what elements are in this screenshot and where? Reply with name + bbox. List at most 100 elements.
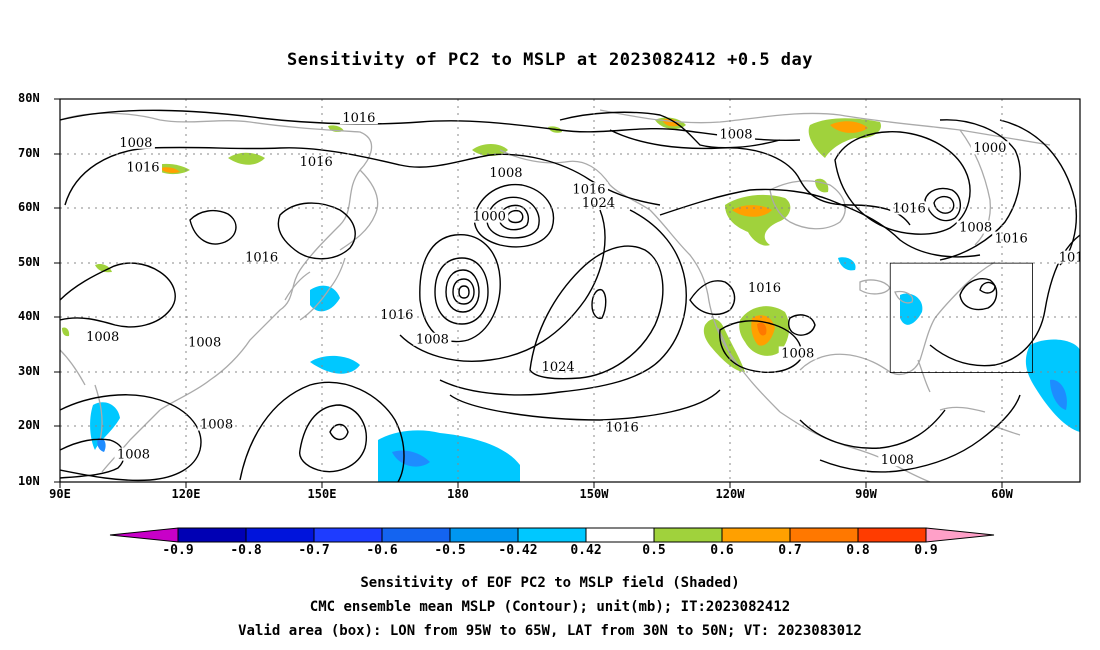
lon-label-90e: 90E	[49, 487, 71, 501]
mslp-contour-line	[60, 394, 202, 482]
mslp-contour-line	[277, 202, 356, 260]
shade-negative-patch	[378, 430, 520, 482]
lon-label-60w: 60W	[991, 487, 1013, 501]
lat-label-20n: 20N	[18, 418, 40, 432]
contour-label: 1008	[489, 166, 522, 181]
shade-negative-patch	[90, 402, 120, 450]
contour-label-bg	[486, 165, 525, 179]
caption-shaded: Sensitivity of EOF PC2 to MSLP field (Sh…	[360, 575, 740, 591]
mslp-contour-line	[449, 389, 721, 421]
contour-label: 1016	[380, 308, 413, 323]
colorbar-cell	[789, 527, 859, 543]
coastline-florida	[917, 359, 931, 393]
mslp-contour-line	[434, 257, 489, 325]
contour-label: 1016	[245, 251, 278, 266]
contour-label: 1016	[126, 160, 159, 175]
contour-label-bg	[339, 111, 378, 125]
mslp-contour-line	[659, 188, 981, 258]
mslp-contour-line	[979, 281, 996, 294]
contour-label-bg	[992, 231, 1031, 245]
coastline-mexico-central	[779, 411, 931, 482]
colorbar-cell	[449, 527, 519, 543]
contour-label: 1016	[1059, 251, 1092, 266]
map-frame	[59, 98, 1081, 483]
shade-positive-patch	[62, 327, 70, 337]
contour-label: 1008	[959, 221, 992, 236]
contour-label-bg	[878, 453, 917, 467]
contour-label-bg	[297, 154, 336, 168]
contour-label-bg	[197, 417, 236, 431]
contour-label: 1016	[893, 201, 926, 216]
contour-label-bg	[717, 127, 756, 141]
lon-label-120e: 120E	[171, 487, 201, 501]
lat-label-60n: 60N	[18, 200, 40, 214]
mslp-contour-line	[719, 320, 802, 373]
contour-label: 1016	[342, 111, 375, 126]
coastline-india	[60, 349, 86, 386]
shade-positive-patch	[228, 152, 265, 165]
mslp-contour-line	[591, 288, 607, 320]
colorbar-cell	[245, 527, 315, 543]
contour-label-bg	[778, 346, 817, 360]
contour-label-bg	[745, 280, 784, 294]
mslp-contour-line	[933, 195, 955, 214]
colorbar-cell	[585, 527, 655, 543]
colorbar-cell	[721, 527, 791, 543]
mslp-contour-line	[924, 187, 961, 222]
lat-label-40n: 40N	[18, 309, 40, 323]
colorbar-end-left	[109, 527, 179, 543]
colorbar-tick-label: 0.42	[570, 543, 602, 558]
colorbar-tick-label: -0.7	[298, 543, 330, 558]
mslp-contour-line	[239, 381, 405, 482]
colorbar-tick-label: 0.7	[778, 543, 802, 558]
mslp-contour-line	[399, 209, 606, 362]
contour-label-bg	[185, 335, 224, 349]
valid-area-box	[889, 262, 1033, 373]
lon-label-180: 180	[447, 487, 469, 501]
mslp-contour-line	[559, 111, 781, 149]
contour-label: 1008	[188, 335, 221, 350]
mslp-contour-layer	[60, 109, 1080, 482]
colorbar-tick-label: -0.9	[162, 543, 194, 558]
coastline-asia-east	[159, 169, 361, 411]
colorbar-cell	[381, 527, 451, 543]
contour-label-bg	[539, 360, 578, 374]
colorbar-tick-label: -0.5	[434, 543, 466, 558]
shade-negative-patch	[1050, 379, 1067, 410]
colorbar-cell	[313, 527, 383, 543]
mslp-contour-line	[787, 314, 816, 336]
contour-label: 1008	[416, 333, 449, 348]
contour-label-bg	[83, 330, 122, 344]
coastline-north-america-west	[649, 209, 781, 413]
shade-positive-patch	[95, 263, 112, 273]
contour-label: 1008	[119, 136, 152, 151]
mslp-contour-line	[458, 285, 470, 299]
coastline-kamchatka	[339, 169, 379, 251]
contour-label: 1016	[606, 420, 639, 435]
contour-label-bg	[413, 332, 452, 346]
colorbar-cell	[857, 527, 927, 543]
shade-positive-patch	[757, 322, 767, 336]
mslp-contour-line	[298, 404, 367, 473]
coastline-korea-japan	[284, 257, 346, 321]
contour-label-bg	[124, 160, 163, 174]
coastline-us-east	[919, 261, 996, 361]
shade-negative-patch	[310, 355, 360, 374]
mslp-contour-line	[60, 262, 176, 328]
contour-label: 1016	[300, 155, 333, 170]
shade-positive-patch	[830, 121, 868, 133]
mslp-contour-line	[929, 234, 1080, 367]
mslp-contour-line	[999, 119, 1077, 266]
colorbar-tick-label: 0.6	[710, 543, 734, 558]
contour-label-bg	[956, 220, 995, 234]
contour-label-bg	[470, 209, 509, 223]
mslp-contour-line	[452, 278, 475, 305]
shade-negative-patch	[97, 437, 106, 452]
mslp-contour-line	[439, 209, 687, 396]
coastline-asia-north	[60, 112, 373, 171]
contour-label: 1024	[582, 196, 615, 211]
mslp-contour-line	[329, 423, 349, 441]
mslp-contour-line	[959, 278, 998, 311]
caption-contour: CMC ensemble mean MSLP (Contour); unit(m…	[309, 599, 791, 615]
contour-label: 1008	[719, 128, 752, 143]
